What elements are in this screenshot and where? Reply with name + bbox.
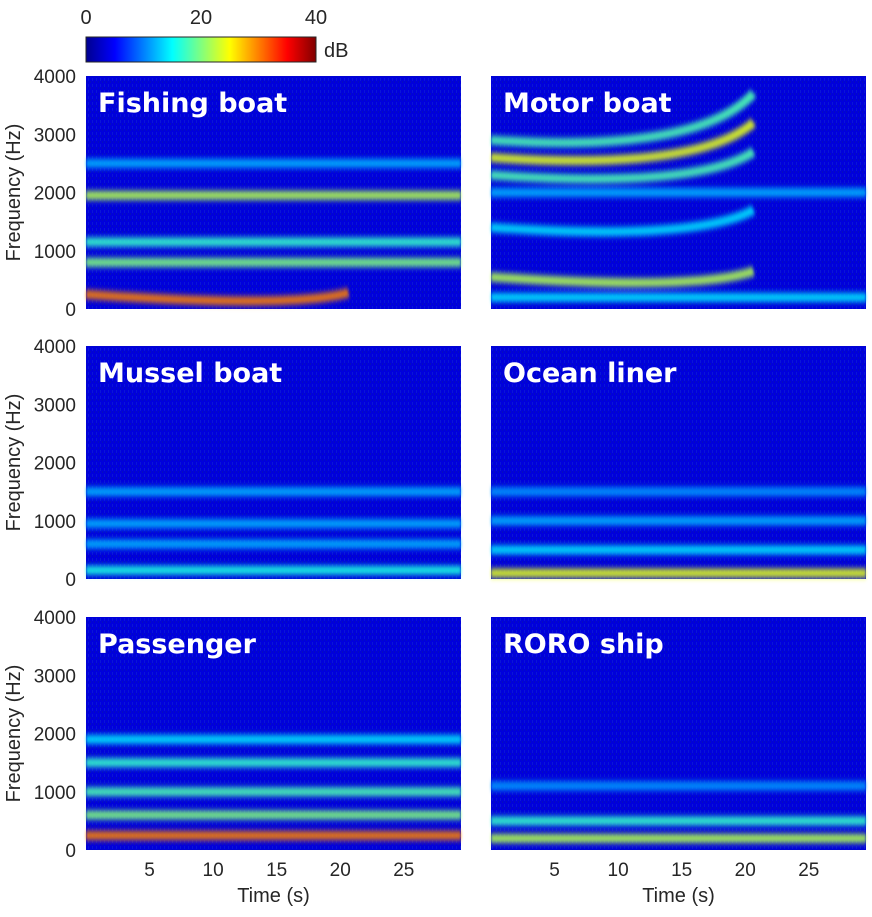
colorbar-gradient — [85, 36, 317, 63]
x-axis-label: Time (s) — [237, 885, 310, 907]
colorbar-unit-label: dB — [324, 40, 348, 62]
colorbar-tick-2: 40 — [305, 7, 327, 29]
y-tick-label: 2000 — [34, 725, 76, 746]
band-group — [85, 158, 461, 306]
x-tick-label: 5 — [549, 860, 560, 881]
panel-0: Fishing boat 0 1000 2000 3000 4000 Frequency (… — [3, 67, 461, 321]
band-group — [86, 734, 461, 840]
y-tick-label: 1000 — [34, 512, 76, 533]
panel-title-2: Mussel boat — [98, 358, 282, 389]
spectral-band-2 — [490, 147, 756, 184]
colorbar-tick-1: 20 — [190, 7, 212, 29]
x-tick-label: 25 — [798, 860, 819, 881]
panel-title-4: Passenger — [98, 629, 257, 660]
band-group — [491, 781, 866, 843]
x-tick-label: 5 — [144, 860, 155, 881]
y-tick-label: 3000 — [34, 125, 76, 146]
x-tick-label: 15 — [671, 860, 692, 881]
y-tick-label: 0 — [65, 300, 76, 321]
panel-title-5: RORO ship — [503, 629, 664, 660]
panel-2: Mussel boat 0 1000 2000 3000 4000 Frequency (H… — [3, 337, 461, 591]
y-tick-label: 4000 — [34, 608, 76, 629]
spectral-band-4 — [490, 206, 756, 237]
spectral-band-1 — [490, 119, 757, 166]
x-tick-label: 20 — [330, 860, 351, 881]
y-tick-label: 4000 — [34, 67, 76, 88]
spectral-band-0 — [490, 90, 757, 148]
y-tick-label: 3000 — [34, 395, 76, 416]
y-tick-label: 1000 — [34, 242, 76, 263]
spectral-band-5 — [490, 266, 755, 288]
x-tick-label: 10 — [608, 860, 629, 881]
y-tick-label: 1000 — [34, 783, 76, 804]
y-tick-label: 4000 — [34, 337, 76, 358]
panel-1: Motor boat — [490, 76, 866, 309]
y-tick-label: 2000 — [34, 184, 76, 205]
y-tick-label: 3000 — [34, 666, 76, 687]
x-axis-label: Time (s) — [642, 885, 715, 907]
x-tick-label: 20 — [735, 860, 756, 881]
x-tick-label: 25 — [393, 860, 414, 881]
band-group — [490, 90, 866, 302]
panel-title-0: Fishing boat — [98, 88, 287, 119]
panel-title-3: Ocean liner — [503, 358, 677, 389]
y-tick-label: 0 — [65, 570, 76, 591]
x-tick-label: 10 — [203, 860, 224, 881]
colorbar-tick-0: 0 — [80, 7, 91, 29]
y-axis-label: Frequency (Hz) — [3, 124, 25, 262]
y-tick-label: 0 — [65, 841, 76, 862]
panel-4: Passenger 0 1000 2000 3000 4000 Frequency (Hz)… — [3, 608, 461, 907]
panel-5: RORO ship 5 10 15 20 25 Time (s) — [491, 617, 866, 907]
panel-texture — [491, 617, 866, 850]
y-axis-label: Frequency (Hz) — [3, 665, 25, 803]
panel-3: Ocean liner — [491, 346, 866, 579]
panel-texture — [491, 346, 866, 579]
band-group — [86, 487, 461, 575]
spectral-band-0 — [85, 288, 350, 306]
band-group — [491, 487, 866, 578]
y-axis-label: Frequency (Hz) — [3, 394, 25, 532]
colorbar: 0 20 40 dB — [80, 7, 348, 63]
y-tick-label: 2000 — [34, 454, 76, 475]
x-tick-label: 15 — [266, 860, 287, 881]
panel-title-1: Motor boat — [503, 88, 672, 119]
